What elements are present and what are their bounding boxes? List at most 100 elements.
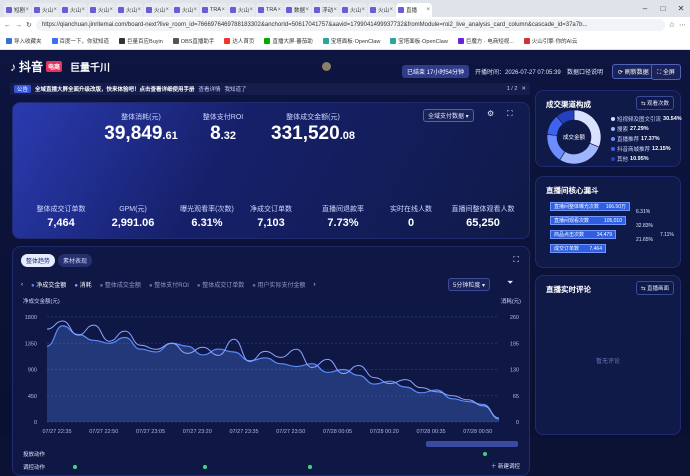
- right-tick-label: 0: [516, 420, 519, 426]
- chevron-right-icon[interactable]: ›: [313, 281, 316, 288]
- notice-detail-link[interactable]: 查看详情: [198, 87, 221, 93]
- legend-dot-icon: [611, 117, 615, 121]
- tab-favicon-icon: [174, 7, 180, 13]
- close-icon[interactable]: ×: [109, 7, 113, 13]
- live-screen-button[interactable]: ⇆ 直播画面: [635, 281, 674, 295]
- close-icon[interactable]: ×: [333, 7, 337, 13]
- close-icon[interactable]: ×: [193, 7, 197, 13]
- forward-icon[interactable]: →: [15, 21, 22, 29]
- browser-tab[interactable]: 火山 ×: [368, 3, 395, 17]
- browser-tab[interactable]: 火山 ×: [60, 3, 87, 17]
- expand-icon[interactable]: ⛶: [507, 109, 513, 118]
- start-time: 开播时间：2026-07-27 07:05:39: [475, 70, 561, 76]
- notice-pager[interactable]: 1 / 2: [506, 86, 518, 92]
- metric-toggle[interactable]: ● 整体成交订单数: [196, 283, 245, 289]
- browser-tab[interactable]: 火山 ×: [172, 3, 199, 17]
- bookmark-item[interactable]: 百度一下，你就知道: [51, 37, 109, 45]
- chevron-left-icon[interactable]: ‹: [21, 281, 23, 288]
- close-icon[interactable]: ×: [361, 7, 365, 13]
- funnel-rate: 32.83%: [636, 223, 653, 229]
- tab-favicon-icon: [62, 7, 68, 13]
- browser-tab[interactable]: 火山 ×: [340, 3, 367, 17]
- bookmark-item[interactable]: OBS直播助手: [172, 37, 214, 45]
- metric-toggle[interactable]: ● 整体支付ROI: [148, 283, 189, 289]
- close-icon[interactable]: ×: [81, 7, 85, 13]
- tab-material[interactable]: 素材表现: [58, 254, 93, 267]
- browser-tab[interactable]: 数据 ×: [284, 3, 311, 17]
- maximize-icon[interactable]: □: [660, 4, 666, 13]
- granularity-select[interactable]: 5分钟粒度 ▾: [448, 278, 491, 291]
- x-tick-label: 07/28 00:50: [463, 429, 492, 435]
- menu-icon[interactable]: ⋯: [679, 22, 686, 29]
- browser-tab[interactable]: 火山 ×: [144, 3, 171, 17]
- back-icon[interactable]: ←: [4, 21, 11, 29]
- right-tick-label: 130: [510, 368, 519, 374]
- close-icon[interactable]: ×: [137, 7, 141, 13]
- browser-tab[interactable]: TRA ×: [200, 3, 227, 17]
- browser-tab[interactable]: 火山 ×: [116, 3, 143, 17]
- bookmark-item[interactable]: 宝塔面板·OpenClaw: [322, 37, 380, 45]
- control-dot[interactable]: [483, 452, 487, 456]
- view-count-button[interactable]: ⇆ 观看次数: [635, 96, 674, 110]
- expand-icon[interactable]: ⛶: [513, 255, 519, 264]
- reload-icon[interactable]: ↻: [26, 22, 32, 29]
- close-icon[interactable]: ×: [53, 7, 57, 13]
- timeline-scrollbar[interactable]: [426, 441, 518, 447]
- close-icon[interactable]: ×: [25, 7, 29, 13]
- kpi-bottom-0: 整体成交订单数 7,464: [36, 206, 86, 229]
- bookmark-item[interactable]: 火山引擎·你的AI云: [523, 37, 577, 45]
- control-dot[interactable]: [308, 465, 312, 469]
- bookmark-item[interactable]: 宝塔面板·OpenClaw: [390, 37, 448, 45]
- browser-tab[interactable]: 火山 ×: [32, 3, 59, 17]
- close-icon[interactable]: ×: [165, 7, 169, 13]
- tab-overall-trend[interactable]: 整体趋势: [21, 254, 56, 267]
- funnel-rate: 21.65%: [636, 237, 653, 243]
- bookmark-item[interactable]: 巨魔方 · 电商短视...: [457, 37, 514, 45]
- left-axis-label: 净成交金额(元): [23, 297, 60, 305]
- metric-toggle[interactable]: ● 消耗: [74, 283, 92, 289]
- data-note-link[interactable]: 数据口径说明: [567, 70, 604, 76]
- control-dot[interactable]: [73, 465, 77, 469]
- browser-tab[interactable]: TRA ×: [256, 3, 283, 17]
- star-icon[interactable]: ☆: [668, 22, 675, 29]
- close-icon[interactable]: ×: [426, 7, 430, 13]
- bookmark-item[interactable]: 达人首页: [224, 37, 254, 45]
- metric-toggle[interactable]: ● 用户实际支付金额: [252, 283, 306, 289]
- bookmark-item[interactable]: 导入收藏夹: [6, 37, 42, 45]
- kpi-bottom-4: 直播间退款率 7.73%: [322, 206, 364, 229]
- close-icon[interactable]: ×: [277, 7, 281, 13]
- x-tick-label: 07/27 23:05: [136, 429, 165, 435]
- close-icon[interactable]: ×: [389, 7, 393, 13]
- minimize-icon[interactable]: –: [642, 4, 648, 13]
- kpi-bottom-1: GPM(元) 2,991.06: [111, 206, 155, 229]
- new-control-button[interactable]: ＋ 新建调控: [491, 464, 521, 470]
- control-dot[interactable]: [203, 465, 207, 469]
- bookmark-item[interactable]: 巨量百应Buyin: [119, 37, 163, 45]
- avatar: [322, 62, 331, 71]
- settings-icon[interactable]: ⚙: [487, 109, 495, 118]
- right-tick-label: 260: [510, 315, 519, 321]
- browser-tab[interactable]: 浮动 ×: [312, 3, 339, 17]
- browser-tab[interactable]: 火山 ×: [228, 3, 255, 17]
- bookmark-item[interactable]: 直播大屏·蕃茄助: [264, 37, 313, 45]
- metric-toggle[interactable]: ● 整体成交金额: [99, 283, 141, 289]
- filter-icon[interactable]: ⏷: [507, 278, 514, 287]
- window-controls: – □ ✕: [636, 0, 690, 17]
- legend-dot-icon: [611, 137, 615, 141]
- browser-tab[interactable]: 火山 ×: [88, 3, 115, 17]
- close-icon[interactable]: ×: [305, 7, 309, 13]
- browser-tab[interactable]: 直播 ×: [396, 3, 432, 17]
- browser-tab[interactable]: 短剧 ×: [4, 3, 31, 17]
- fullscreen-button[interactable]: ⛶ 全屏: [651, 64, 681, 80]
- url-input[interactable]: https://qianchuan.jinritemai.com/board-n…: [35, 19, 665, 31]
- close-icon[interactable]: ×: [221, 7, 225, 13]
- close-icon[interactable]: ×: [249, 7, 253, 13]
- close-icon[interactable]: ✕: [677, 4, 685, 13]
- kpi-select[interactable]: 全域支付数据 ▾: [423, 109, 474, 122]
- metric-toggle[interactable]: ● 净成交金额: [31, 283, 67, 289]
- notice-dismiss-link[interactable]: 我知道了: [224, 87, 247, 93]
- refresh-button[interactable]: ⟳ 刷新数据: [612, 64, 655, 79]
- close-icon[interactable]: ✕: [521, 86, 526, 92]
- trend-panel: 整体趋势 素材表现 ⛶ ‹ ● 净成交金额 ● 消耗 ● 整体成交金额 ● 整体支付RO…: [12, 246, 530, 476]
